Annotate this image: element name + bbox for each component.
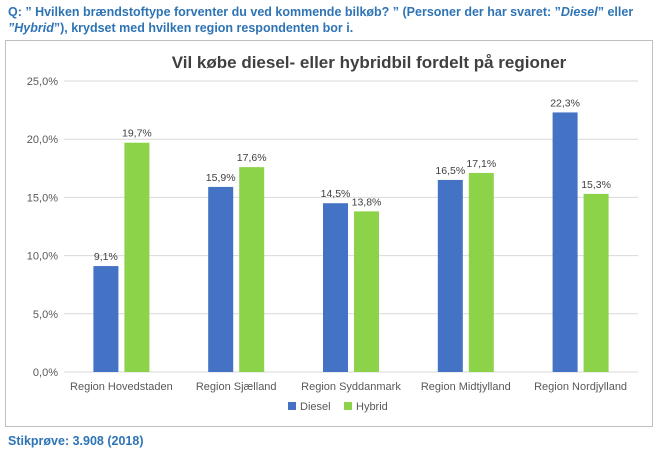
legend-label-diesel: Diesel: [300, 401, 331, 413]
data-label: 19,7%: [122, 128, 152, 140]
y-tick-label: 10,0%: [27, 251, 58, 263]
bar-diesel: [437, 179, 463, 372]
bar-diesel: [552, 112, 578, 372]
question-text: Q: ” Hvilken brændstoftype forventer du …: [8, 4, 648, 36]
y-tick-label: 15,0%: [27, 192, 58, 204]
chart-frame: Vil købe diesel- eller hybridbil fordelt…: [5, 40, 653, 427]
question-part1: Q: ” Hvilken brændstoftype forventer du …: [8, 5, 561, 19]
x-tick-label: Region Nordjylland: [534, 381, 627, 393]
data-label: 16,5%: [435, 165, 465, 177]
bar-hybrid: [124, 142, 150, 372]
x-tick-label: Region Midtjylland: [421, 381, 511, 393]
question-hybrid: ”Hybrid: [8, 21, 54, 35]
y-tick-label: 25,0%: [27, 76, 58, 88]
y-tick-label: 0,0%: [33, 367, 58, 379]
bar-diesel: [93, 266, 119, 372]
bar-diesel: [323, 203, 348, 372]
bar-diesel: [208, 186, 234, 372]
bar-chart: Vil købe diesel- eller hybridbil fordelt…: [27, 53, 638, 413]
data-label: 15,9%: [206, 172, 236, 184]
data-label: 17,6%: [237, 152, 267, 164]
question-part3: ”), krydset med hvilken region responden…: [53, 21, 354, 35]
y-tick-label: 5,0%: [33, 309, 58, 321]
data-label: 22,3%: [550, 97, 580, 109]
data-label: 17,1%: [466, 158, 496, 170]
bar-hybrid: [583, 193, 609, 372]
x-tick-label: Region Syddanmark: [301, 381, 401, 393]
bar-hybrid: [468, 172, 494, 372]
legend-swatch-hybrid: [344, 402, 352, 410]
chart-title: Vil købe diesel- eller hybridbil fordelt…: [172, 53, 567, 72]
bar-hybrid: [354, 211, 379, 372]
data-label: 13,8%: [352, 196, 382, 208]
bar-hybrid: [239, 167, 265, 372]
legend-swatch-diesel: [288, 402, 296, 410]
data-label: 9,1%: [94, 251, 118, 263]
data-label: 15,3%: [581, 179, 611, 191]
sample-footnote: Stikprøve: 3.908 (2018): [8, 434, 144, 448]
question-diesel: Diesel: [560, 5, 598, 19]
y-tick-label: 20,0%: [27, 134, 58, 146]
data-label: 14,5%: [321, 188, 351, 200]
x-tick-label: Region Hovedstaden: [70, 381, 173, 393]
x-tick-label: Region Sjælland: [196, 381, 277, 393]
legend-label-hybrid: Hybrid: [356, 401, 388, 413]
question-part2: ” eller: [597, 5, 634, 19]
